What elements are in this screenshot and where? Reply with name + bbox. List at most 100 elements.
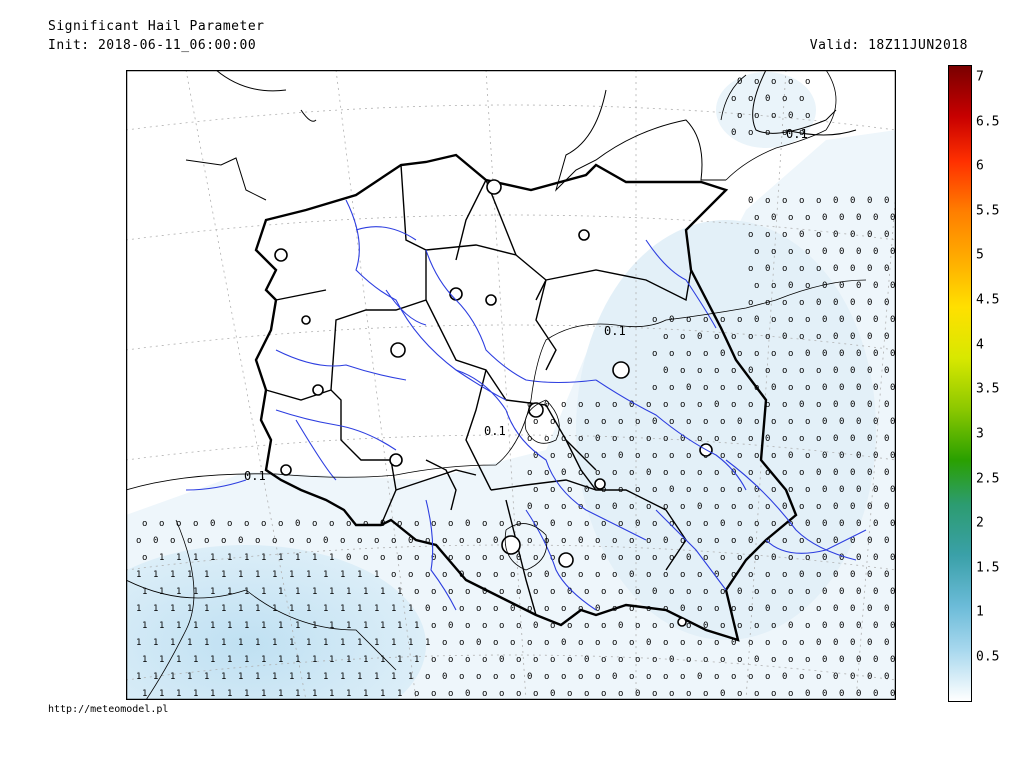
hail-symbol: o [748,230,753,240]
hail-symbol: o [816,672,821,682]
hail-symbol: 0 [856,689,861,699]
hail-symbol: o [635,621,640,631]
hail-symbol: o [408,570,413,580]
hail-symbol: 0 [833,332,838,342]
hail-symbol: o [578,468,583,478]
hail-symbol: 0 [867,400,872,410]
hail-symbol: o [550,587,555,597]
hail-symbol: o [618,689,623,699]
hail-symbol: o [805,383,810,393]
hail-symbol: 0 [748,196,753,206]
hail-symbol: 0 [867,502,872,512]
hail-symbol: o [431,519,436,529]
hail-symbol: o [663,638,668,648]
hail-symbol: o [771,281,776,291]
hail-symbol: 0 [867,434,872,444]
hail-symbol: o [629,468,634,478]
hail-symbol: 1 [187,570,192,580]
valid-time: Valid: 18Z11JUN2018 [809,38,968,53]
hail-symbol: o [782,94,787,104]
hail-symbol: o [788,315,793,325]
hail-symbol: o [595,536,600,546]
hail-symbol: o [442,638,447,648]
hail-symbol: o [516,689,521,699]
hail-symbol: o [601,655,606,665]
hail-symbol: o [799,672,804,682]
hail-symbol: o [499,621,504,631]
hail-symbol: 0 [788,281,793,291]
hail-symbol: o [465,655,470,665]
hail-symbol: 0 [652,417,657,427]
hail-symbol: 1 [204,570,209,580]
hail-symbol: 1 [391,638,396,648]
hail-symbol: o [561,502,566,512]
hail-symbol: o [714,332,719,342]
hail-symbol: o [193,519,198,529]
hail-symbol: o [414,689,419,699]
hail-symbol: 0 [652,587,657,597]
hail-symbol: o [782,604,787,614]
hail-symbol: 0 [425,604,430,614]
hail-symbol: o [731,672,736,682]
hail-symbol: o [680,400,685,410]
hail-symbol: 0 [890,417,895,427]
hail-symbol: o [533,655,538,665]
hail-symbol: o [714,434,719,444]
hail-symbol: o [697,468,702,478]
hail-symbol: o [391,570,396,580]
hail-symbol: o [425,536,430,546]
hail-symbol-field: 0 o o o oo o 0 o oo o o 0 o0 o o o o0 o o o o 0 0 0 0o 0 o o 0 0 0 0 0o o… [136,77,895,699]
hail-symbol: o [550,417,555,427]
hail-symbol: 1 [329,689,334,699]
hail-symbol: 0 [799,400,804,410]
hail-symbol: 1 [255,604,260,614]
hail-symbol: 0 [686,553,691,563]
hail-symbol: 0 [839,315,844,325]
hail-symbol: 1 [153,570,158,580]
hail-symbol: 1 [312,689,317,699]
hail-symbol: 0 [867,230,872,240]
hail-symbol: 0 [771,213,776,223]
hail-symbol: 1 [142,621,147,631]
hail-symbol: o [652,451,657,461]
hail-symbol: o [448,689,453,699]
map-title: Significant Hail Parameter [48,19,265,34]
hail-symbol: o [714,366,719,376]
hail-symbol: 0 [856,281,861,291]
hail-symbol: 1 [306,570,311,580]
hail-symbol: o [686,349,691,359]
hail-symbol: 1 [397,621,402,631]
hail-symbol: o [567,655,572,665]
hail-symbol: o [550,621,555,631]
hail-symbol: 0 [890,281,895,291]
hail-symbol: o [754,451,759,461]
hail-symbol: 0 [816,298,821,308]
hail-symbol: o [771,519,776,529]
hail-symbol: 1 [170,604,175,614]
hail-symbol: o [714,468,719,478]
hail-symbol: o [499,587,504,597]
hail-symbol: 0 [493,536,498,546]
hail-symbol: 0 [890,587,895,597]
hail-symbol: 0 [873,349,878,359]
hail-symbol: o [771,77,776,87]
hail-symbol: o [782,638,787,648]
hail-symbol: 0 [873,247,878,257]
hail-symbol: 0 [884,638,889,648]
hail-symbol: 0 [771,383,776,393]
hail-symbol: o [612,400,617,410]
hail-symbol: 0 [754,315,759,325]
hail-symbol: o [533,417,538,427]
hail-symbol: o [748,94,753,104]
hail-symbol: 0 [884,230,889,240]
hail-symbol: o [703,655,708,665]
hail-symbol: 1 [323,570,328,580]
hail-symbol: o [595,638,600,648]
hail-symbol: 0 [754,485,759,495]
hail-symbol: 0 [527,672,532,682]
hail-symbol: o [805,553,810,563]
hail-symbol: 1 [306,604,311,614]
hail-symbol: o [669,689,674,699]
hail-symbol: 0 [890,519,895,529]
hail-symbol: 0 [465,519,470,529]
